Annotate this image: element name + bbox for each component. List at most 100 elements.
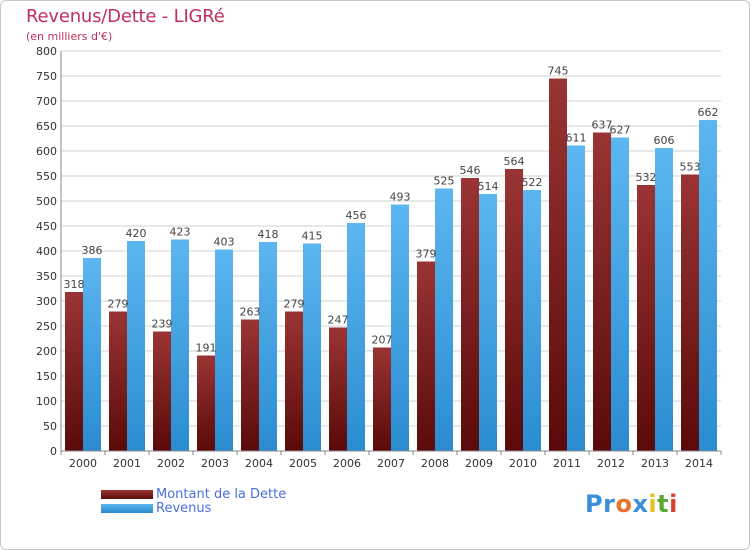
debt-bar [593, 132, 611, 451]
y-tick-label: 750 [36, 70, 57, 83]
logo-letter: t [657, 490, 670, 518]
revenus-bar [611, 137, 629, 451]
y-tick-label: 100 [36, 395, 57, 408]
y-tick-label: 550 [36, 170, 57, 183]
debt-bar [461, 178, 479, 451]
x-tick-label: 2012 [597, 457, 625, 470]
debt-value-label: 318 [64, 278, 85, 291]
debt-value-label: 239 [152, 318, 173, 331]
debt-value-label: 553 [680, 161, 701, 174]
x-tick-label: 2004 [245, 457, 273, 470]
revenus-bar [523, 190, 541, 451]
revenus-value-label: 514 [478, 180, 499, 193]
revenus-value-label: 456 [346, 209, 367, 222]
x-tick-label: 2008 [421, 457, 449, 470]
legend-label-debt: Montant de la Dette [156, 487, 287, 502]
logo-letter: r [603, 490, 616, 518]
logo-letter: P [585, 490, 604, 518]
x-tick-label: 2010 [509, 457, 537, 470]
y-tick-label: 800 [36, 45, 57, 58]
x-tick-label: 2014 [685, 457, 713, 470]
debt-value-label: 564 [504, 155, 525, 168]
chart-title: Revenus/Dette - LIGRé [26, 6, 225, 27]
y-tick-label: 600 [36, 145, 57, 158]
y-tick-label: 400 [36, 245, 57, 258]
x-tick-label: 2005 [289, 457, 317, 470]
x-tick-label: 2003 [201, 457, 229, 470]
x-tick-label: 2009 [465, 457, 493, 470]
debt-value-label: 546 [460, 164, 481, 177]
legend-swatch-debt [101, 490, 153, 499]
revenus-bar [347, 223, 365, 451]
y-tick-label: 500 [36, 195, 57, 208]
y-tick-label: 200 [36, 345, 57, 358]
revenus-bar [259, 242, 277, 451]
labels-layer: 318 386 279 420 239 423 191 403 263 418 279 415 247 4… [64, 65, 719, 355]
y-tick-label: 650 [36, 120, 57, 133]
logo-letter: x [632, 490, 649, 518]
revenus-bar [391, 204, 409, 451]
x-tick-label: 2011 [553, 457, 581, 470]
bars-layer [65, 78, 717, 451]
debt-value-label: 247 [328, 314, 349, 327]
revenus-value-label: 423 [170, 226, 191, 239]
y-tick-label: 300 [36, 295, 57, 308]
debt-bar [241, 319, 259, 451]
y-tick-label: 250 [36, 320, 57, 333]
debt-value-label: 279 [284, 298, 305, 311]
axis-layer: 0 50 100 150 200 250 300 350 400 450 500 550 600 650 7… [36, 45, 722, 470]
revenus-value-label: 662 [698, 106, 719, 119]
revenus-value-label: 386 [82, 244, 103, 257]
x-tick-label: 2007 [377, 457, 405, 470]
revenus-bar [435, 188, 453, 451]
revenus-bar [303, 243, 321, 451]
revenus-bar [567, 145, 585, 451]
y-tick-label: 50 [43, 420, 57, 433]
revenus-value-label: 418 [258, 228, 279, 241]
debt-bar [373, 347, 391, 451]
revenus-value-label: 522 [522, 176, 543, 189]
revenus-value-label: 403 [214, 236, 235, 249]
debt-value-label: 637 [592, 119, 613, 132]
debt-value-label: 532 [636, 171, 657, 184]
debt-bar [505, 169, 523, 451]
debt-bar [285, 311, 303, 451]
debt-value-label: 191 [196, 342, 217, 355]
logo-letter: i [648, 490, 658, 518]
debt-bar [65, 292, 83, 451]
revenus-value-label: 627 [610, 124, 631, 137]
y-tick-label: 0 [50, 445, 57, 458]
revenus-bar [655, 148, 673, 451]
legend-label-revenus: Revenus [156, 501, 212, 516]
debt-bar [681, 174, 699, 451]
y-tick-label: 150 [36, 370, 57, 383]
debt-bar [153, 331, 171, 451]
revenus-value-label: 611 [566, 132, 587, 145]
y-tick-label: 700 [36, 95, 57, 108]
debt-bar [197, 355, 215, 451]
logo-letter: i [669, 490, 678, 518]
revenus-value-label: 606 [654, 134, 675, 147]
revenus-value-label: 420 [126, 227, 147, 240]
x-tick-label: 2006 [333, 457, 361, 470]
revenus-value-label: 493 [390, 191, 411, 204]
debt-bar [549, 78, 567, 451]
revenus-bar [171, 239, 189, 451]
proxiti-logo: Proxiti [585, 490, 678, 518]
debt-bar [329, 327, 347, 451]
revenus-bar [127, 241, 145, 451]
debt-value-label: 379 [416, 248, 437, 261]
debt-value-label: 745 [548, 65, 569, 78]
debt-bar [417, 261, 435, 451]
logo-letter: o [615, 490, 633, 518]
chart-subtitle: (en milliers d'€) [26, 30, 113, 43]
debt-bar [109, 311, 127, 451]
revenus-bar [479, 194, 497, 451]
y-tick-label: 450 [36, 220, 57, 233]
x-tick-label: 2001 [113, 457, 141, 470]
revenus-bar [215, 249, 233, 451]
debt-value-label: 263 [240, 306, 261, 319]
revenus-bar [83, 258, 101, 451]
